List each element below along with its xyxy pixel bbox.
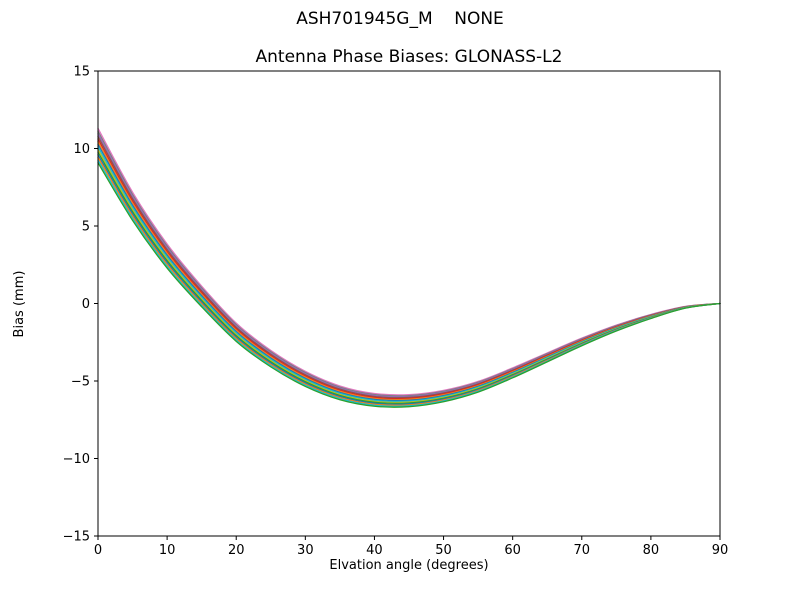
y-tick-label: 15 xyxy=(73,65,90,80)
series-curve-14 xyxy=(97,162,721,408)
series-curve-01 xyxy=(97,127,721,396)
y-tick-label: −5 xyxy=(71,375,90,390)
y-tick-label: −10 xyxy=(63,452,90,467)
series-curve-07 xyxy=(97,143,721,402)
axes-title: Antenna Phase Biases: GLONASS-L2 xyxy=(255,47,563,67)
x-tick-label: 80 xyxy=(643,543,660,558)
x-axis-label: Elvation angle (degrees) xyxy=(329,558,489,573)
x-tick-label: 40 xyxy=(366,543,383,558)
x-tick-label: 10 xyxy=(159,543,176,558)
x-tick-label: 0 xyxy=(94,543,102,558)
series-curve-05 xyxy=(97,138,721,400)
x-tick-label: 20 xyxy=(228,543,245,558)
figure-title: ASH701945G_M NONE xyxy=(296,9,504,29)
series-curve-06 xyxy=(97,141,721,401)
x-tick-label: 70 xyxy=(574,543,591,558)
y-tick-label: 0 xyxy=(82,297,90,312)
x-tick-label: 30 xyxy=(297,543,314,558)
x-tick-label: 90 xyxy=(712,543,729,558)
y-tick-label: 5 xyxy=(82,220,90,235)
series-curve-03 xyxy=(97,133,721,398)
series-curve-02 xyxy=(97,130,721,397)
x-tick-label: 60 xyxy=(504,543,521,558)
y-tick-label: 10 xyxy=(73,142,90,157)
x-tick-label: 50 xyxy=(435,543,452,558)
plot-border xyxy=(97,70,721,537)
y-tick-label: −15 xyxy=(63,530,90,545)
series-curve-04 xyxy=(97,135,721,399)
